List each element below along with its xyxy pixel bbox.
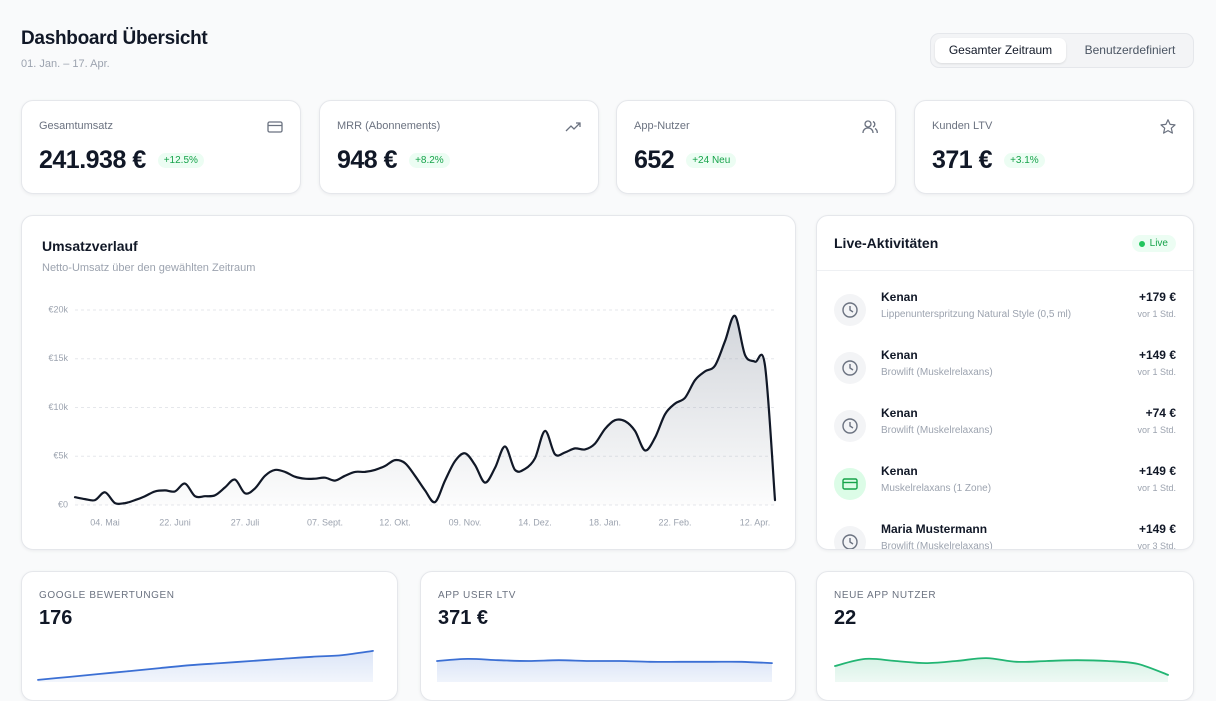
live-badge: Live <box>1131 235 1176 252</box>
clock-icon <box>842 534 858 549</box>
kpi-card: Gesamtumsatz 241.938 € +12.5% <box>21 100 301 194</box>
kpi-change: +8.2% <box>409 153 450 168</box>
card-icon <box>842 478 858 490</box>
activity-time: vor 1 Std. <box>1137 309 1176 319</box>
activity-description: Browlift (Muskelrelaxans) <box>881 541 993 550</box>
activity-description: Lippenunterspritzung Natural Style (0,5 … <box>881 309 1072 320</box>
activity-item: Maria Mustermann Browlift (Muskelrelaxans… <box>817 522 1193 550</box>
kpi-card: MRR (Abonnements) 948 € +8.2% <box>319 100 599 194</box>
metric-label: APP USER LTV <box>438 590 516 601</box>
activity-icon <box>834 352 866 384</box>
live-title: Live-Aktivitäten <box>834 235 939 251</box>
clock-icon <box>842 418 858 434</box>
activity-icon <box>834 294 866 326</box>
activity-item: Kenan Lippenunterspritzung Natural Style … <box>817 290 1193 348</box>
star-icon <box>1160 119 1176 134</box>
kpi-change: +12.5% <box>157 153 204 168</box>
activity-icon <box>834 410 866 442</box>
activity-amount: +149 € <box>1138 348 1176 362</box>
metric-value: 371 € <box>438 607 489 629</box>
divider <box>817 270 1193 271</box>
kpi-label: Kunden LTV <box>932 120 993 132</box>
activity-amount: +179 € <box>1138 290 1176 304</box>
activity-name: Kenan <box>881 290 918 304</box>
users-icon <box>862 120 878 134</box>
kpi-value-row: 371 € +3.1% <box>932 146 1045 175</box>
activity-name: Maria Mustermann <box>881 522 988 536</box>
kpi-label: Gesamtumsatz <box>39 120 113 132</box>
activity-description: Browlift (Muskelrelaxans) <box>881 367 993 378</box>
metric-value: 22 <box>834 607 857 629</box>
kpi-card: Kunden LTV 371 € +3.1% <box>914 100 1194 194</box>
metric-label: GOOGLE BEWERTUNGEN <box>39 590 175 601</box>
activity-amount: +149 € <box>1138 522 1176 536</box>
kpi-value: 948 € <box>337 146 398 174</box>
page-title: Dashboard Übersicht <box>21 28 208 49</box>
clock-icon <box>842 302 858 318</box>
activity-item: Kenan Browlift (Muskelrelaxans) +74 € vor 1… <box>817 406 1193 464</box>
kpi-value: 652 <box>634 146 675 174</box>
revenue-card: Umsatzverlauf Netto-Umsatz über den gewä… <box>21 215 796 550</box>
kpi-label: App-Nutzer <box>634 120 690 132</box>
activity-icon <box>834 526 866 549</box>
toggle-option[interactable]: Benutzerdefiniert <box>1084 43 1176 57</box>
activity-item: Kenan Browlift (Muskelrelaxans) +149 € vor … <box>817 348 1193 406</box>
activity-icon <box>834 468 866 500</box>
activity-item: Kenan Muskelrelaxans (1 Zone) +149 € vor 1 … <box>817 464 1193 522</box>
kpi-value: 371 € <box>932 146 993 174</box>
activity-description: Muskelrelaxans (1 Zone) <box>881 483 992 494</box>
metric-value: 176 <box>39 607 73 629</box>
activity-time: vor 3 Std. <box>1137 541 1176 550</box>
toggle-option[interactable]: Gesamter Zeitraum <box>935 38 1066 63</box>
clock-icon <box>842 360 858 376</box>
dashboard: { "header": {"title": "Dashboard Übersic… <box>21 28 1194 701</box>
activity-time: vor 1 Std. <box>1137 425 1176 435</box>
metric-label: NEUE APP NUTZER <box>834 590 937 601</box>
chart-title: Umsatzverlauf <box>42 238 138 254</box>
kpi-change: +3.1% <box>1004 153 1045 168</box>
activity-time: vor 1 Std. <box>1137 483 1176 493</box>
activity-name: Kenan <box>881 406 918 420</box>
activity-description: Browlift (Muskelrelaxans) <box>881 425 993 436</box>
chart-subtitle: Netto-Umsatz über den gewählten Zeitraum <box>42 262 256 274</box>
card-icon <box>267 121 283 133</box>
activity-name: Kenan <box>881 464 918 478</box>
activity-time: vor 1 Std. <box>1137 367 1176 377</box>
date-range: 01. Jan. – 17. Apr. <box>21 58 110 70</box>
kpi-label: MRR (Abonnements) <box>337 120 441 132</box>
activity-amount: +149 € <box>1138 464 1176 478</box>
kpi-change: +24 Neu <box>686 153 737 168</box>
range-toggle: Gesamter Zeitraum Benutzerdefiniert <box>930 33 1194 68</box>
kpi-card: App-Nutzer 652 +24 Neu <box>616 100 896 194</box>
kpi-value-row: 652 +24 Neu <box>634 146 737 175</box>
live-card: Live-Aktivitäten Live Kenan Lippenuntersp… <box>816 215 1194 550</box>
trend-icon <box>565 122 581 132</box>
activity-name: Kenan <box>881 348 918 362</box>
activity-amount: +74 € <box>1145 406 1176 420</box>
kpi-value-row: 948 € +8.2% <box>337 146 450 175</box>
kpi-value: 241.938 € <box>39 146 146 174</box>
kpi-value-row: 241.938 € +12.5% <box>39 146 204 175</box>
